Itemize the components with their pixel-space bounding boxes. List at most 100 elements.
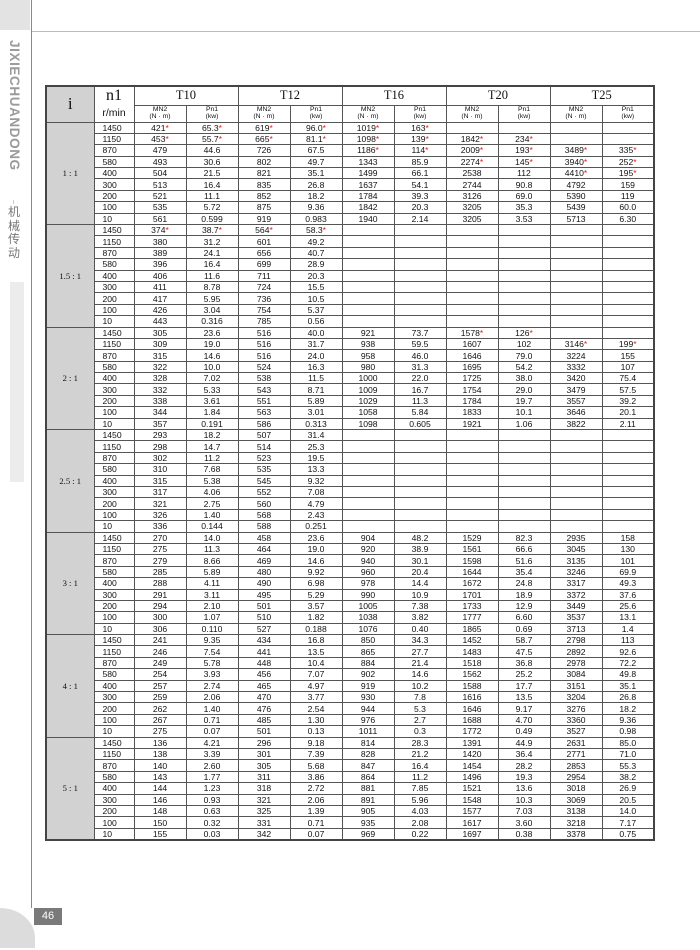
value: 3.39	[203, 749, 221, 760]
torque-cell: 521	[133, 189, 187, 203]
value: 30.6	[203, 156, 221, 167]
value: 305	[256, 760, 272, 771]
value: 1733	[462, 601, 482, 612]
value: 3317	[566, 578, 586, 589]
value: 919	[256, 213, 272, 224]
torque-cell: 469	[237, 554, 291, 567]
value: 24.0	[307, 350, 325, 361]
sub-header-unit: (kw)	[413, 112, 427, 120]
torque-cell	[549, 451, 603, 465]
speed-cell: 100	[93, 201, 135, 214]
value: 5.38	[203, 475, 221, 486]
value: 71.0	[619, 749, 637, 760]
table-row: 1150 298 14.7 514 25.3	[46, 440, 655, 453]
value: 254	[152, 669, 168, 680]
power-cell: 44.6	[185, 144, 239, 157]
power-cell: 0.71	[289, 816, 343, 829]
value: 257	[152, 680, 168, 691]
value: 891	[360, 794, 376, 805]
power-cell: 30.1	[393, 554, 447, 567]
power-cell: 44.9	[497, 736, 551, 750]
torque-cell: 326	[133, 508, 187, 522]
value: 4.70	[515, 715, 533, 725]
power-cell: 14.6	[393, 668, 447, 681]
value: 736	[256, 293, 272, 304]
torque-cell: 1499	[341, 167, 395, 180]
torque-cell: 516	[237, 337, 291, 351]
power-cell	[393, 292, 447, 305]
speed-cell: 1150	[93, 542, 135, 556]
value: 3135	[566, 555, 586, 566]
value: 470	[256, 692, 272, 703]
torque-cell: 3378	[549, 827, 603, 841]
value: 552	[256, 487, 272, 498]
power-cell: 19.5	[289, 451, 343, 465]
torque-cell: 2744	[445, 178, 499, 191]
sidebar-divider	[31, 0, 32, 908]
power-cell	[393, 258, 447, 271]
table-row: 200 521 11.1 852 18.2 1784 39.3 3126 69.0 5390 119	[46, 189, 655, 203]
value: 0.983	[305, 213, 327, 224]
torque-cell: 332	[133, 383, 187, 396]
torque-cell: 140	[133, 759, 187, 772]
value: 1.23	[203, 783, 221, 794]
power-cell: 4.03	[393, 804, 447, 818]
value: 9.36	[307, 202, 325, 213]
torque-cell	[445, 315, 499, 328]
torque-cell: 1038	[341, 611, 395, 624]
torque-cell: 1391	[445, 736, 499, 750]
value: 26.8	[619, 692, 637, 703]
power-cell: 2.11	[601, 417, 655, 431]
value: 1772	[462, 726, 482, 737]
value: 318	[256, 783, 272, 794]
power-cell: 9.17	[497, 702, 551, 715]
value: 4792	[566, 179, 586, 190]
power-cell: 34.3	[393, 634, 447, 647]
torque-cell: 317	[133, 485, 187, 499]
power-cell	[497, 474, 551, 488]
power-cell: 14.4	[393, 577, 447, 590]
value: 38.9	[411, 544, 429, 555]
power-cell	[497, 246, 551, 260]
torque-cell: 3151	[549, 679, 603, 693]
value: 1005	[358, 601, 378, 612]
power-cell: 101	[601, 554, 655, 567]
power-cell: 3.01	[289, 406, 343, 419]
power-cell: 2.43	[289, 508, 343, 522]
value: 9.18	[307, 737, 325, 748]
power-cell: 3.53	[497, 212, 551, 226]
torque-cell: 905	[341, 804, 395, 818]
value: 1607	[462, 339, 482, 350]
power-cell: 38.9	[393, 542, 447, 556]
value: 112	[517, 168, 531, 179]
speed-cell: 580	[93, 258, 135, 271]
value: 296	[256, 737, 272, 748]
value: 10.0	[203, 361, 221, 372]
value: 904	[360, 532, 376, 543]
torque-cell: 754	[237, 303, 291, 317]
value: 828	[360, 749, 376, 760]
torque-cell: 321	[237, 793, 291, 806]
power-header: Pn1 (kw)	[289, 104, 343, 123]
power-cell: 21.4	[393, 656, 447, 670]
power-cell: 0.63	[185, 804, 239, 818]
power-cell: 20.4	[393, 565, 447, 579]
torque-cell: 3045	[549, 542, 603, 556]
torque-cell	[549, 235, 603, 248]
torque-cell	[341, 520, 395, 533]
power-cell: 71.0	[601, 747, 655, 761]
speed-cell: 580	[93, 360, 135, 374]
power-cell: 18.9	[497, 588, 551, 601]
power-cell: 16.4	[185, 178, 239, 191]
power-cell: 11.5	[289, 372, 343, 385]
power-cell	[393, 451, 447, 465]
torque-cell: 884	[341, 656, 395, 670]
value: 514	[256, 441, 272, 452]
value: 938	[360, 339, 376, 350]
torque-cell: 865	[341, 645, 395, 658]
value: 0.188	[305, 623, 327, 634]
power-cell: 14.0	[601, 804, 655, 818]
value: 119	[620, 191, 635, 202]
torque-cell: 493	[133, 155, 187, 169]
rated-value-with-asterisk: 3146*	[564, 339, 588, 350]
